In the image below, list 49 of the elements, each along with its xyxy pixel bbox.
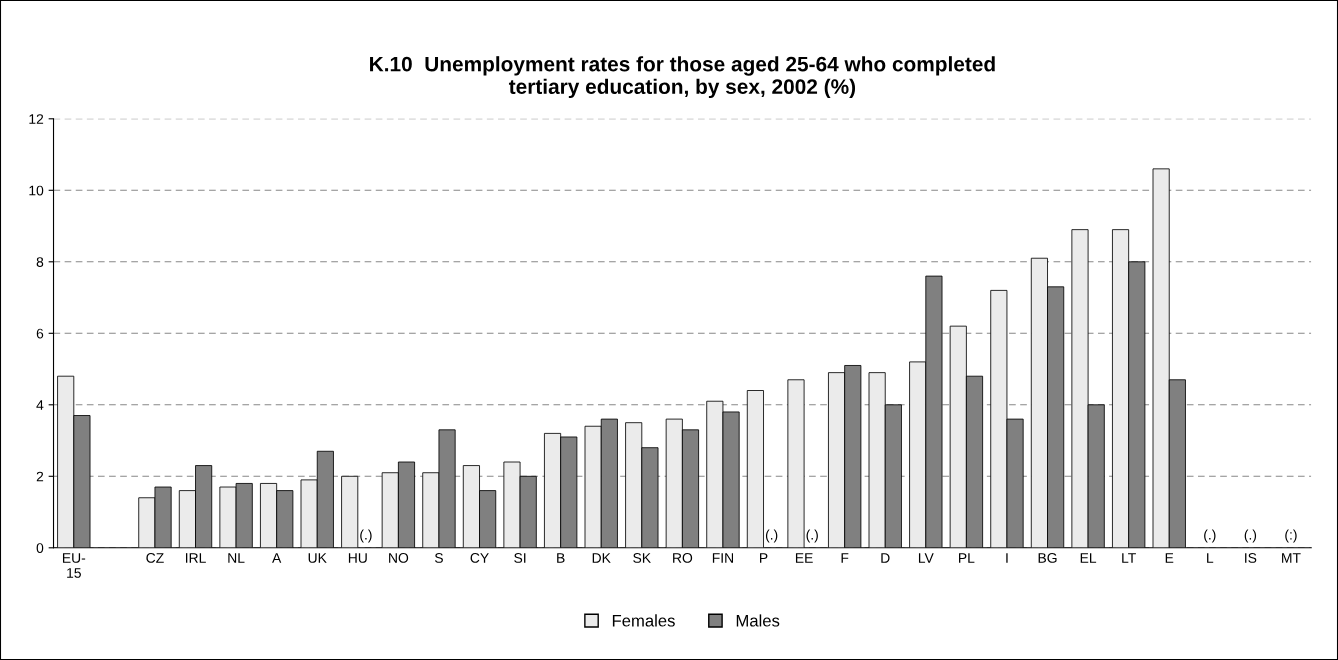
x-tick-label: MT [1282, 553, 1301, 563]
x-tick-label: B [557, 553, 565, 563]
text: (.) [1204, 529, 1216, 543]
x-tick-label: F [841, 553, 849, 563]
bar [341, 475, 359, 548]
legend-label: Males [736, 614, 780, 627]
x-tick-label: DK [592, 553, 611, 563]
y-tick-label: 0 [36, 543, 44, 553]
x-tick-label: FIN [712, 553, 734, 563]
y-tick-label: 12 [29, 114, 44, 124]
x-tick-label: UK [308, 553, 327, 563]
x-tick-label: CY [470, 553, 489, 563]
chart-title: K.10 Unemployment rates for those aged 25-64 who completed tertiary education, by sex, 2002 (%) [370, 56, 995, 99]
x-tick-label: BG [1038, 553, 1057, 563]
text: (.) [765, 529, 778, 543]
x-tick-label: D [881, 553, 890, 563]
x-tick-label: P [760, 553, 768, 563]
bar [746, 390, 764, 548]
x-tick-label: LV [918, 553, 934, 563]
x-tick-label: CZ [146, 553, 164, 563]
x-tick-label: S [434, 553, 443, 563]
text: (:) [1285, 529, 1297, 543]
x-tick-label: HU [348, 553, 367, 563]
x-tick-label: EL [1080, 553, 1097, 563]
x-tick-label: EE [795, 553, 813, 563]
x-tick-label: NO [389, 553, 409, 563]
text: (.) [360, 529, 372, 543]
x-tick-label: LT [1122, 553, 1136, 563]
x-tick-label: RO [673, 553, 693, 563]
x-tick-label: NL [228, 553, 245, 563]
y-tick-label: 4 [36, 400, 44, 410]
x-tick-label: SI [514, 553, 526, 563]
x-tick-label: E [1165, 553, 1174, 563]
x-tick-label: EU- 15 [62, 553, 86, 578]
bar [787, 379, 805, 548]
y-tick-label: 10 [29, 185, 44, 196]
y-tick-label: 2 [36, 471, 44, 482]
text: (.) [1244, 529, 1257, 543]
x-tick-label: L [1207, 553, 1214, 563]
y-tick-label: 6 [36, 328, 44, 339]
x-tick-label: IS [1245, 553, 1257, 563]
legend-label: Females [612, 614, 675, 627]
x-tick-label: IRL [186, 553, 206, 563]
x-tick-label: SK [633, 553, 651, 563]
text: (.) [806, 529, 818, 543]
x-tick-label: I [1006, 553, 1008, 563]
x-tick-label: PL [959, 553, 975, 563]
x-tick-label: A [272, 553, 282, 563]
y-tick-label: 8 [36, 257, 44, 267]
